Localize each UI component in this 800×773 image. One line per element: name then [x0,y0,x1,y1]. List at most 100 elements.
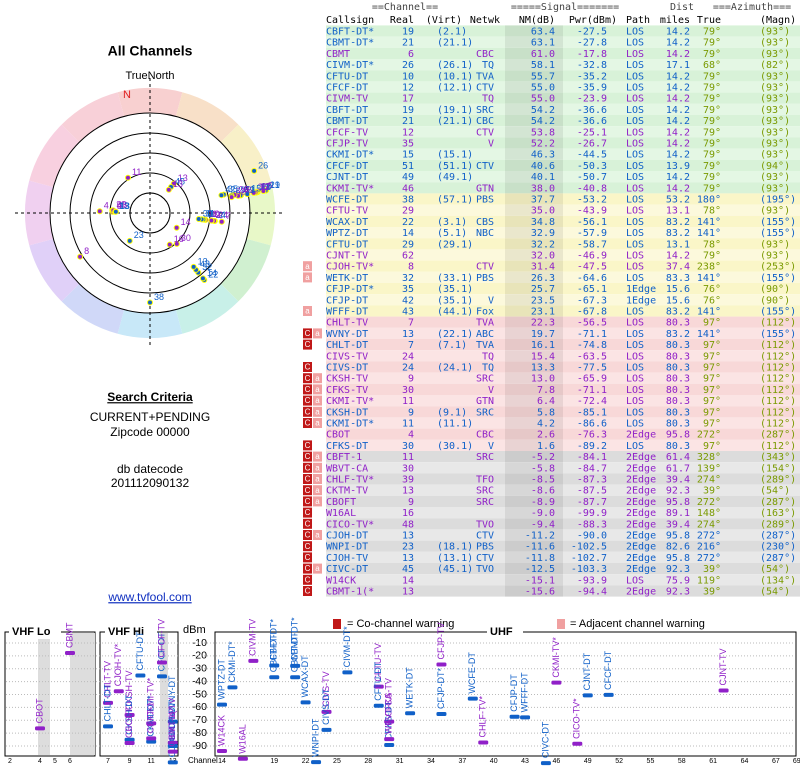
signal-marker [146,739,157,744]
cell: 1Edge [626,284,656,295]
cell: CFJP-DT [326,295,368,306]
cell: CFTU-TV [326,206,368,217]
signal-label: WPTZ-DT [216,659,226,700]
row-bg [326,227,800,239]
cell: LOS [626,329,644,340]
signal-marker [551,680,562,685]
x-tick-label: 9 [128,758,132,765]
warning-flag: C [305,441,311,450]
cell: 83.2 [666,329,690,340]
cell: (35.1) [437,284,473,295]
header-cell: Netwk [470,15,500,26]
cell: (26.1) [437,60,473,71]
cell: TVO [476,519,494,530]
signal-marker [113,689,124,694]
header-cell: Pwr(dBm) [569,15,617,26]
signal-label: CIVC-DT [540,721,550,758]
cell: -26.7 [577,139,607,150]
cell: 272° [697,531,721,542]
cell: 1.6 [537,441,555,452]
warning-icon [303,418,312,428]
warning-icon [313,530,322,540]
cell: (24.1) [437,363,473,374]
row-bg [326,395,800,407]
cell: LOS [626,217,644,228]
nm-cell-bg [505,238,563,250]
warning-icon [313,418,322,428]
cell: SRC [476,407,494,418]
cell: (134°) [760,575,796,586]
cell: TQ [482,60,494,71]
cell: 14 [402,228,414,239]
link[interactable]: www.tvfool.com [107,590,191,604]
cell: 53.2 [666,195,690,206]
cell: 13 [402,531,414,542]
x-tick-label: 14 [218,758,226,765]
cell: (49.1) [437,172,473,183]
nm-cell-bg [505,283,563,295]
cell: -67.3 [577,295,607,306]
cell: 79° [703,150,721,161]
cell: (51.1) [437,161,473,172]
nm-cell-bg [505,36,563,48]
cell: 39.4 [666,475,690,486]
nm-cell-bg [505,327,563,339]
cell: CIVS-DT [326,363,368,374]
signal-label: CFTU-DT [135,631,145,670]
cell: CTV [476,161,494,172]
signal-marker [124,741,135,746]
warning-flag: C [305,452,311,461]
cell: 2Edge [626,587,656,598]
radar-marker [251,167,258,174]
cell: CIVS-TV [326,351,368,362]
row-bg [326,193,800,205]
cell: -84.1 [577,452,607,463]
cell: 19 [402,105,414,116]
cell: 13.3 [531,363,555,374]
row-bg [326,406,800,418]
warning-icon [313,462,322,473]
cell: (93°) [760,83,790,94]
cell: (163°) [760,508,796,519]
radar-marker [166,241,173,248]
cell: -27.8 [577,38,607,49]
cell: 97° [703,385,721,396]
cell: LOS [626,94,644,105]
signal-label: CBOT [34,698,44,724]
row-bg [326,70,800,82]
radar-label: 51 [245,185,255,195]
nm-cell-bg [505,439,563,451]
radar-label: 13 [198,256,208,266]
cell: 38 [402,195,414,206]
nm-cell-bg [505,305,563,317]
cell: -47.5 [577,262,607,273]
radar-label: 13 [173,179,183,189]
row-bg [326,451,800,463]
radar-marker [195,215,202,222]
nm-cell-bg [505,473,563,485]
cell: 40.6 [531,161,555,172]
cell: LOS [626,262,644,273]
cell: 15.6 [666,295,690,306]
nm-cell-bg [505,70,563,82]
cell: (57.1) [437,195,473,206]
nm-cell-bg [505,126,563,138]
signal-marker [167,749,178,754]
warning-flag: C [305,519,311,528]
cell: -102.7 [571,553,607,564]
signal-marker [35,726,45,731]
radar-label: 11 [206,209,215,219]
cell: 30 [402,385,414,396]
cell: CBC [476,49,494,60]
cell: 21 [402,116,414,127]
radar-label: 62 [236,187,246,197]
signal-marker [540,761,551,766]
cell: LOS [626,273,644,284]
header-cell: (Magn) [760,15,796,26]
cell: 76° [703,295,721,306]
cell: 79° [703,172,721,183]
y-tick-label: -90 [192,740,207,752]
signal-marker [167,744,178,748]
cell: 61.7 [666,463,690,474]
x-tick-label: 22 [302,758,310,765]
